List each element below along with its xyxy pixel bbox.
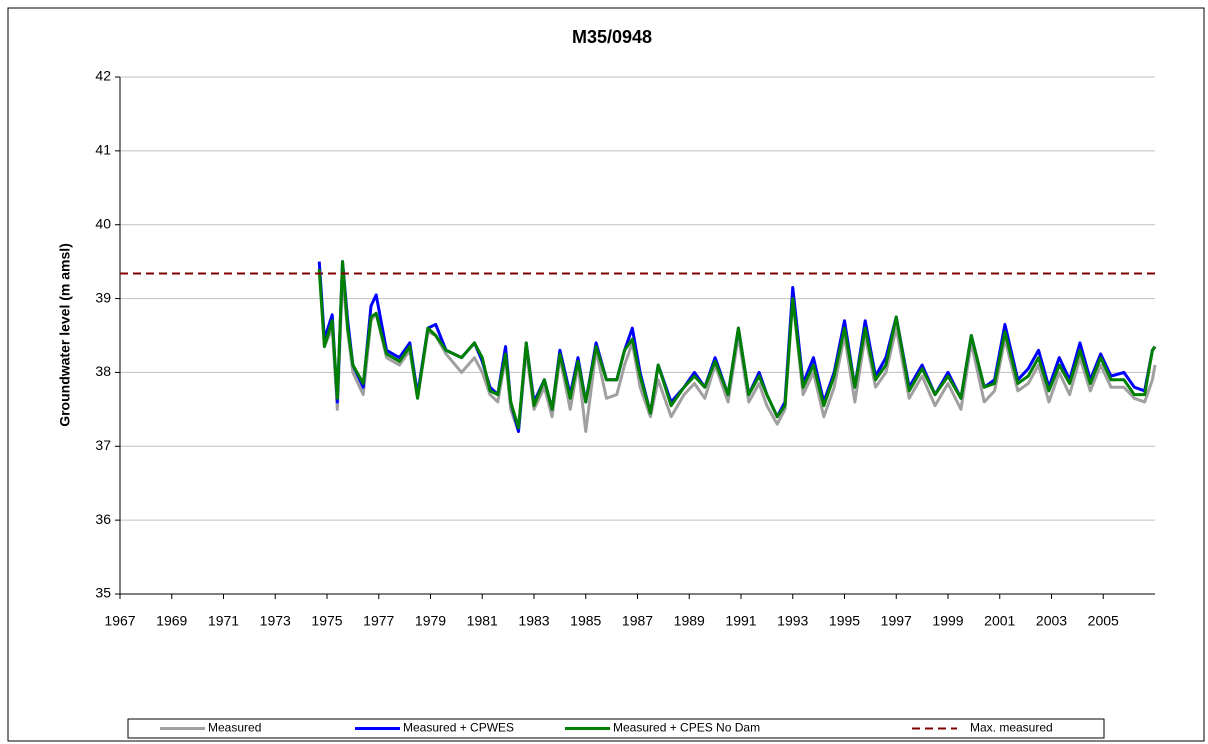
- x-tick-label: 1981: [467, 613, 498, 629]
- x-tick-label: 1975: [311, 613, 342, 629]
- x-tick-label: 1991: [725, 613, 756, 629]
- legend-label: Max. measured: [970, 721, 1053, 735]
- x-tick-label: 2003: [1036, 613, 1067, 629]
- x-tick-label: 1967: [104, 613, 135, 629]
- x-tick-label: 1995: [829, 613, 860, 629]
- x-tick-label: 1977: [363, 613, 394, 629]
- y-tick-label: 36: [95, 511, 111, 527]
- x-tick-label: 1973: [260, 613, 291, 629]
- x-tick-label: 1989: [674, 613, 705, 629]
- y-tick-label: 38: [95, 363, 111, 379]
- y-axis-label: Groundwater level (m amsl): [57, 243, 73, 427]
- x-tick-label: 1983: [518, 613, 549, 629]
- legend-box: [127, 718, 1105, 739]
- y-tick-label: 37: [95, 437, 111, 453]
- x-tick-label: 1999: [932, 613, 963, 629]
- x-tick-label: 2005: [1088, 613, 1119, 629]
- legend-label: Measured + CPWES: [403, 721, 514, 735]
- x-tick-label: 1971: [208, 613, 239, 629]
- y-tick-label: 39: [95, 289, 111, 305]
- x-tick-label: 1987: [622, 613, 653, 629]
- chart-title: M35/0948: [572, 27, 652, 47]
- x-tick-label: 1997: [881, 613, 912, 629]
- x-tick-label: 1985: [570, 613, 601, 629]
- x-tick-label: 1993: [777, 613, 808, 629]
- y-tick-label: 35: [95, 585, 111, 601]
- y-tick-label: 42: [95, 68, 111, 84]
- x-tick-label: 1979: [415, 613, 446, 629]
- data-line: [317, 260, 1157, 430]
- x-tick-label: 2001: [984, 613, 1015, 629]
- y-tick-label: 41: [95, 142, 111, 158]
- x-tick-label: 1969: [156, 613, 187, 629]
- y-tick-label: 40: [95, 215, 111, 231]
- legend-label: Measured: [208, 721, 261, 735]
- legend-label: Measured + CPES No Dam: [613, 721, 760, 735]
